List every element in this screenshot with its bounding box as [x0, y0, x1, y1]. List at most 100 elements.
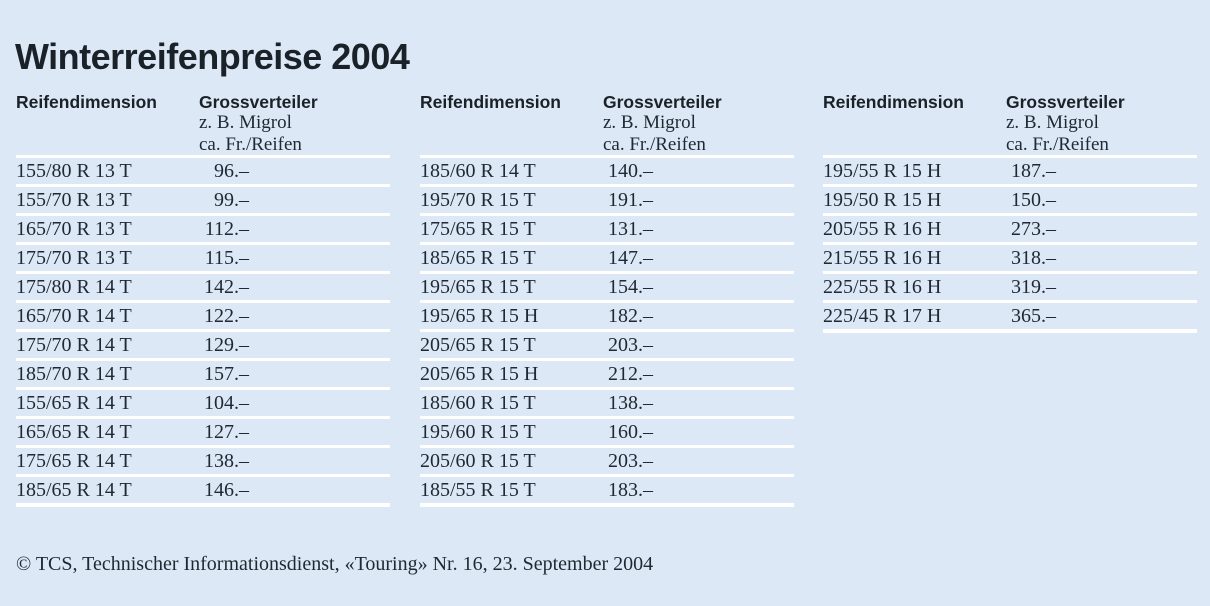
tire-price: 157.–	[204, 363, 249, 385]
tire-price: 182.–	[608, 305, 653, 327]
tire-price: 127.–	[204, 421, 249, 443]
distributor-label: Grossverteiler	[1006, 92, 1125, 112]
table-row: 185/55 R 15 T 183.–	[420, 477, 794, 507]
price-table-column-3: Reifendimension Grossverteiler z. B. Mig…	[823, 92, 1197, 333]
table-row: 185/60 R 15 T 138.–	[420, 390, 794, 419]
tire-dimension: 155/70 R 13 T	[16, 189, 132, 211]
tire-price: 146.–	[204, 479, 249, 501]
tire-price: 122.–	[204, 305, 249, 327]
table-row: 165/70 R 14 T 122.–	[16, 303, 390, 332]
tire-price: 115.–	[204, 247, 249, 269]
source-credit: © TCS, Technischer Informationsdienst, «…	[16, 553, 654, 575]
tire-price: 138.–	[204, 450, 249, 472]
tire-price: 138.–	[608, 392, 653, 414]
table-row: 175/70 R 14 T 129.–	[16, 332, 390, 361]
table-row: 185/65 R 15 T 147.–	[420, 245, 794, 274]
tire-dimension: 205/65 R 15 H	[420, 363, 539, 385]
distributor-unit: ca. Fr./Reifen	[1006, 133, 1109, 155]
tire-dimension: 185/55 R 15 T	[420, 479, 536, 501]
tire-dimension: 195/65 R 15 H	[420, 305, 539, 327]
tire-price: 96.–	[214, 160, 249, 182]
table-row: 195/65 R 15 T 154.–	[420, 274, 794, 303]
tire-price: 187.–	[1011, 160, 1056, 182]
distributor-label: Grossverteiler	[199, 92, 318, 112]
tire-dimension: 185/65 R 15 T	[420, 247, 536, 269]
tire-dimension: 175/70 R 13 T	[16, 247, 132, 269]
table-body: 195/55 R 15 H 187.– 195/50 R 15 H 150.– 205/…	[823, 158, 1197, 333]
table-row: 205/65 R 15 T 203.–	[420, 332, 794, 361]
tire-dimension: 165/65 R 14 T	[16, 421, 132, 443]
tire-price: 140.–	[608, 160, 653, 182]
tire-price: 212.–	[608, 363, 653, 385]
tire-dimension: 195/65 R 15 T	[420, 276, 536, 298]
table-row: 155/70 R 13 T 99.–	[16, 187, 390, 216]
table-row: 155/80 R 13 T 96.–	[16, 158, 390, 187]
table-row: 175/65 R 15 T 131.–	[420, 216, 794, 245]
column-header-distributor: Grossverteiler z. B. Migrol ca. Fr./Reif…	[1006, 92, 1125, 155]
tire-price: 154.–	[608, 276, 653, 298]
tire-price: 183.–	[608, 479, 653, 501]
tire-price: 160.–	[608, 421, 653, 443]
table-row: 165/65 R 14 T 127.–	[16, 419, 390, 448]
tire-dimension: 205/55 R 16 H	[823, 218, 942, 240]
distributor-unit: ca. Fr./Reifen	[603, 133, 706, 155]
tire-dimension: 165/70 R 13 T	[16, 218, 132, 240]
tire-dimension: 175/65 R 15 T	[420, 218, 536, 240]
tire-price: 150.–	[1011, 189, 1056, 211]
tire-price: 191.–	[608, 189, 653, 211]
tire-price: 203.–	[608, 450, 653, 472]
column-header-dimension: Reifendimension	[16, 92, 157, 112]
tire-price: 131.–	[608, 218, 653, 240]
tire-dimension: 185/60 R 15 T	[420, 392, 536, 414]
table-row: 195/50 R 15 H 150.–	[823, 187, 1197, 216]
tire-price: 319.–	[1011, 276, 1056, 298]
tire-dimension: 165/70 R 14 T	[16, 305, 132, 327]
table-header: Reifendimension Grossverteiler z. B. Mig…	[420, 92, 794, 158]
price-table-column-2: Reifendimension Grossverteiler z. B. Mig…	[420, 92, 794, 507]
tire-dimension: 155/65 R 14 T	[16, 392, 132, 414]
tire-dimension: 205/65 R 15 T	[420, 334, 536, 356]
tire-dimension: 175/80 R 14 T	[16, 276, 132, 298]
distributor-unit: ca. Fr./Reifen	[199, 133, 302, 155]
distributor-example: z. B. Migrol	[199, 112, 292, 133]
distributor-example: z. B. Migrol	[1006, 112, 1099, 133]
table-row: 215/55 R 16 H 318.–	[823, 245, 1197, 274]
tire-price: 104.–	[204, 392, 249, 414]
tire-dimension: 195/55 R 15 H	[823, 160, 942, 182]
tire-dimension: 225/55 R 16 H	[823, 276, 942, 298]
tire-price: 203.–	[608, 334, 653, 356]
price-table-column-1: Reifendimension Grossverteiler z. B. Mig…	[16, 92, 390, 507]
table-row: 175/70 R 13 T 115.–	[16, 245, 390, 274]
tire-dimension: 185/70 R 14 T	[16, 363, 132, 385]
tire-price: 365.–	[1011, 305, 1056, 327]
table-header: Reifendimension Grossverteiler z. B. Mig…	[823, 92, 1197, 158]
column-header-distributor: Grossverteiler z. B. Migrol ca. Fr./Reif…	[603, 92, 722, 155]
table-row: 185/60 R 14 T 140.–	[420, 158, 794, 187]
tire-dimension: 215/55 R 16 H	[823, 247, 942, 269]
tire-dimension: 175/65 R 14 T	[16, 450, 132, 472]
table-row: 185/65 R 14 T 146.–	[16, 477, 390, 507]
column-header-dimension: Reifendimension	[823, 92, 964, 112]
table-body: 185/60 R 14 T 140.– 195/70 R 15 T 191.– 175/…	[420, 158, 794, 507]
tire-price: 112.–	[204, 218, 249, 240]
tire-price: 273.–	[1011, 218, 1056, 240]
tire-dimension: 195/60 R 15 T	[420, 421, 536, 443]
tire-dimension: 155/80 R 13 T	[16, 160, 132, 182]
table-row: 205/60 R 15 T 203.–	[420, 448, 794, 477]
page-title: Winterreifenpreise 2004	[15, 36, 410, 77]
distributor-example: z. B. Migrol	[603, 112, 696, 133]
table-row: 175/65 R 14 T 138.–	[16, 448, 390, 477]
table-row: 165/70 R 13 T 112.–	[16, 216, 390, 245]
table-header: Reifendimension Grossverteiler z. B. Mig…	[16, 92, 390, 158]
table-row: 185/70 R 14 T 157.–	[16, 361, 390, 390]
table-row: 225/55 R 16 H 319.–	[823, 274, 1197, 303]
tire-dimension: 175/70 R 14 T	[16, 334, 132, 356]
table-row: 195/70 R 15 T 191.–	[420, 187, 794, 216]
tire-dimension: 225/45 R 17 H	[823, 305, 942, 327]
table-row: 205/55 R 16 H 273.–	[823, 216, 1197, 245]
table-row: 175/80 R 14 T 142.–	[16, 274, 390, 303]
table-row: 205/65 R 15 H 212.–	[420, 361, 794, 390]
column-header-dimension: Reifendimension	[420, 92, 561, 112]
tire-dimension: 205/60 R 15 T	[420, 450, 536, 472]
